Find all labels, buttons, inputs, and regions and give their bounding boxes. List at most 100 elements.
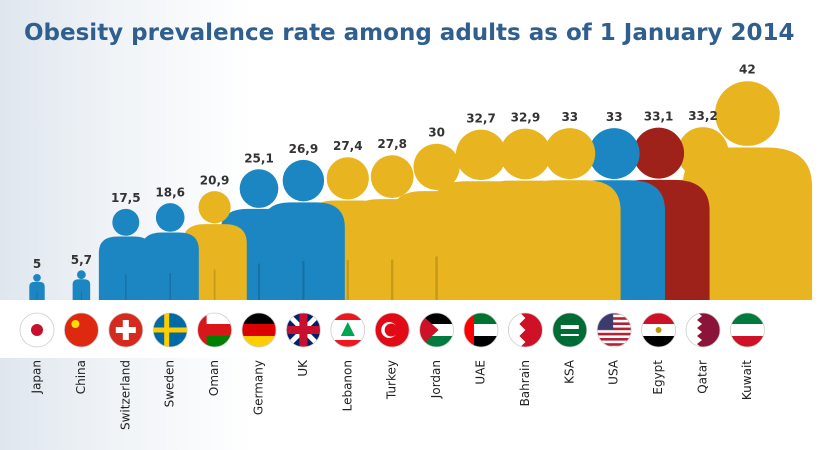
flag-part [730,324,765,336]
value-label: 5 [33,257,41,271]
figure [72,270,91,300]
flag-part [242,313,276,324]
value-label: 17,5 [111,191,141,205]
flag [597,313,632,347]
flag-rim [685,312,721,348]
category-label: UK [296,359,310,377]
flag-part [597,322,632,325]
figure-body [29,281,45,300]
flag-part [64,313,99,347]
flag-part [71,320,80,328]
flags [19,312,765,348]
category-label: Qatar [696,360,710,394]
figure-body [141,232,199,300]
category-label: KSA [562,359,576,384]
flag-part [464,313,498,324]
flag-rim [64,312,99,348]
flag-part [730,313,765,324]
figure-head [112,208,140,236]
flag-rim [730,312,765,348]
flag-rim [330,312,366,348]
figure-head [370,155,414,199]
flag-rim [108,312,144,348]
flag [730,313,765,347]
flag-part [641,336,676,347]
figure-head [633,127,685,179]
figure-head [282,159,325,202]
flag-part [560,325,579,329]
category-label: Turkey [385,360,399,400]
value-label: 32,9 [511,110,541,124]
category-label: Bahrain [518,360,532,406]
flag [108,313,143,347]
flag-part [242,324,276,336]
value-label: 32,7 [466,111,496,125]
category-label: Switzerland [118,360,132,430]
flag-rim [19,312,55,348]
flag-part [197,336,232,347]
value-label: 33 [561,110,578,124]
figure-body [98,236,153,300]
figure-head [33,273,41,282]
category-label: Sweden [163,360,177,407]
value-label: 33,2 [688,109,718,123]
figure-body [72,279,91,300]
category-label: China [74,360,88,394]
flag-part [597,327,632,331]
flag [552,313,587,347]
flag-rim [152,312,188,348]
flag [153,313,188,347]
flag-part [31,324,43,336]
flag-part [641,313,676,324]
flag-part [655,327,662,333]
figure-head [239,169,279,208]
flag [242,313,276,347]
flag-part [508,313,526,347]
category-label: USA [607,359,621,385]
figures [29,81,813,300]
flag-part [384,323,398,337]
category-label: Jordan [429,360,443,399]
flag-rim [596,312,632,348]
figure-head [155,203,185,232]
flag-part [330,313,365,320]
value-label: 25,1 [244,151,274,165]
flag-part [330,340,365,347]
flag-part [153,327,188,333]
flag [197,313,232,347]
flag-part [597,332,632,336]
flag-part [286,326,321,334]
flag [64,313,99,347]
figure-head [715,81,780,146]
value-label: 26,9 [289,142,319,156]
flag-part [560,334,579,336]
flag-part [419,313,439,347]
figure-head [500,128,551,180]
figure [98,208,153,300]
figure-head [455,129,507,181]
flag-part [115,327,136,333]
figure-head [544,128,596,179]
flag-part [197,313,232,324]
value-label: 30 [428,126,445,140]
flag [508,313,543,347]
flag-part [197,313,207,347]
flag-part [597,313,632,315]
flag-rim [641,312,676,348]
flag-part [552,313,587,347]
figure-head [588,128,640,179]
category-label: Japan [30,360,44,394]
flag [464,313,498,347]
category-label: UAE [474,360,488,385]
value-label: 42 [739,63,756,77]
flag [641,313,676,347]
flag-part [242,336,276,347]
flag [375,313,410,347]
flag-part [686,313,702,347]
category-label: Germany [252,360,266,415]
flag [20,313,54,347]
flag [330,313,365,347]
category-label: Egypt [651,360,665,395]
flag-part [597,338,632,341]
